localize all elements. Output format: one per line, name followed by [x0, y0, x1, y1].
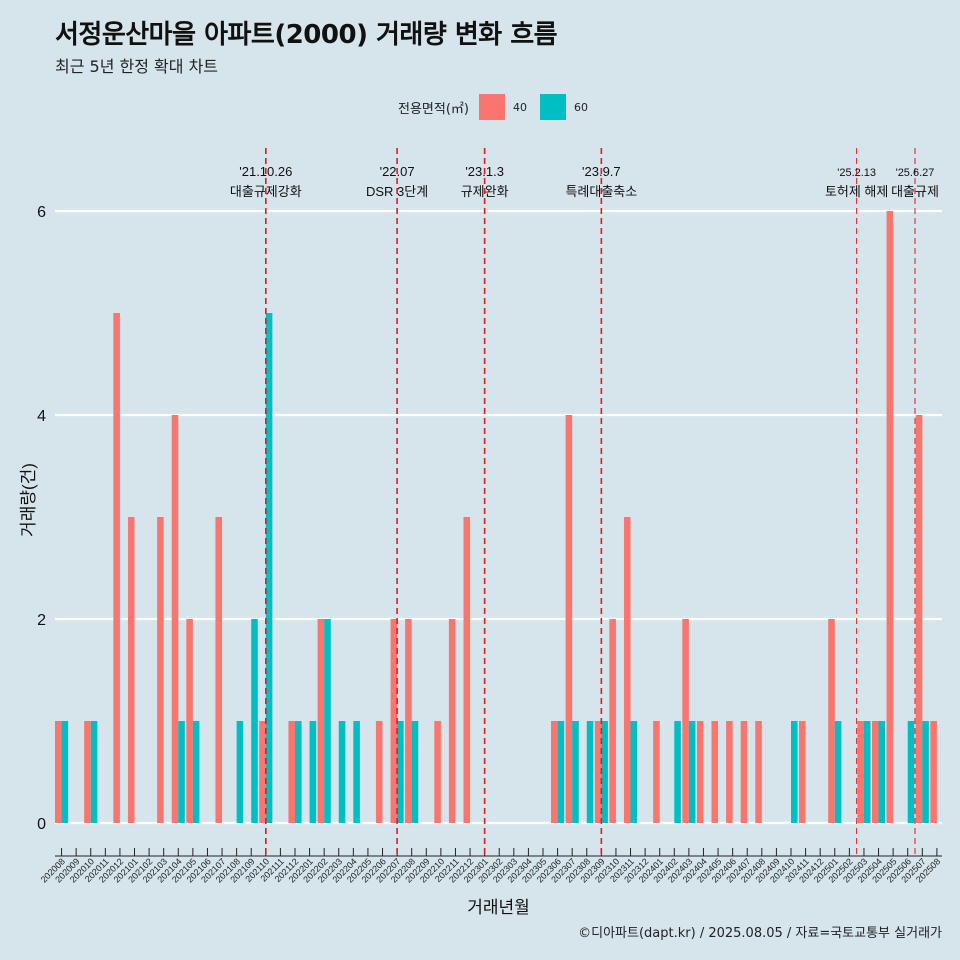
bar-40-202403 — [682, 619, 689, 823]
bar-40-202408 — [755, 721, 762, 823]
event-date-3: '23.9.7 — [582, 164, 621, 179]
bar-40-202501 — [828, 619, 835, 823]
event-label-1: DSR 3단계 — [366, 184, 428, 199]
bar-60-202202 — [324, 619, 331, 823]
legend-title: 전용면적(㎡) — [398, 101, 469, 117]
bar-40-202311 — [623, 517, 631, 823]
legend-label-40: 40 — [512, 100, 527, 114]
bar-40-202411 — [799, 721, 806, 823]
bar-40-202206 — [375, 721, 383, 823]
bar-40-202110 — [259, 721, 266, 823]
bar-40-202407 — [740, 721, 748, 823]
bar-60-202507 — [922, 721, 929, 823]
y-axis-title: 거래량(건) — [19, 463, 38, 537]
bar-40-202505 — [886, 211, 894, 823]
bar-60-202104 — [178, 721, 185, 823]
bar-40-202508 — [930, 721, 937, 823]
bar-60-202010 — [90, 721, 98, 823]
event-label-3: 특례대출축소 — [565, 184, 637, 199]
bar-60-202008 — [61, 721, 69, 823]
bar-40-202104 — [171, 415, 179, 823]
bar-60-202110 — [265, 313, 273, 823]
legend-label-60: 60 — [573, 100, 588, 114]
y-tick-label: 2 — [37, 612, 46, 629]
x-axis-title: 거래년월 — [467, 898, 530, 917]
bar-40-202306 — [551, 721, 558, 823]
bar-40-202112 — [288, 721, 295, 823]
event-date-4: '25.2.13 — [837, 167, 876, 179]
bar-40-202211 — [448, 619, 456, 823]
bar-60-202403 — [688, 721, 696, 823]
legend: 전용면적(㎡) 40 60 — [398, 93, 601, 121]
y-tick-label: 4 — [37, 408, 46, 425]
chart-title: 서정운산마을 아파트(2000) 거래량 변화 흐름 — [55, 20, 558, 50]
bar-40-202401 — [653, 721, 660, 823]
bar-40-202105 — [186, 619, 193, 823]
bar-60-202112 — [294, 721, 302, 823]
bar-60-202201 — [309, 721, 317, 823]
bar-40-202208 — [405, 619, 412, 823]
bar-60-202311 — [630, 721, 638, 823]
bar-60-202506 — [907, 721, 915, 823]
event-date-2: '23.1.3 — [465, 164, 504, 179]
bar-60-202501 — [834, 721, 842, 823]
event-date-5: '25.6.27 — [896, 167, 935, 179]
bar-60-202402 — [674, 721, 681, 823]
y-tick-label: 6 — [37, 204, 46, 221]
bar-60-202105 — [192, 721, 200, 823]
bar-40-202012 — [113, 313, 120, 823]
bar-40-202504 — [871, 721, 879, 823]
bar-40-202406 — [726, 721, 733, 823]
event-date-0: '21.10.26 — [239, 164, 292, 179]
bar-40-202212 — [463, 517, 471, 823]
legend-key-40 — [478, 94, 505, 120]
event-label-4: 토허제 해제 — [825, 184, 888, 199]
event-label-5: 대출규제 — [891, 184, 939, 199]
bar-40-202010 — [84, 721, 91, 823]
bar-60-202410 — [791, 721, 798, 823]
bar-60-202308 — [586, 721, 594, 823]
event-date-1: '22.07 — [380, 164, 415, 179]
bar-60-202204 — [353, 721, 360, 823]
bar-60-202207 — [397, 721, 404, 823]
bar-60-202307 — [572, 721, 579, 823]
bar-40-202507 — [915, 415, 923, 823]
bar-40-202503 — [857, 721, 864, 823]
bar-60-202208 — [411, 721, 419, 823]
bar-40-202101 — [127, 517, 135, 823]
bar-60-202309 — [601, 721, 608, 823]
bar-40-202210 — [434, 721, 441, 823]
bar-60-202203 — [338, 721, 346, 823]
event-label-2: 규제완화 — [461, 184, 509, 199]
bar-40-202103 — [157, 517, 164, 823]
bar-40-202107 — [215, 517, 223, 823]
caption: ©디아파트(dapt.kr) / 2025.08.05 / 자료=국토교통부 실… — [578, 926, 942, 941]
bar-60-202503 — [863, 721, 871, 823]
bar-40-202307 — [565, 415, 573, 823]
bar-40-202008 — [55, 721, 62, 823]
y-tick-label: 0 — [37, 816, 46, 833]
bar-40-202309 — [594, 721, 602, 823]
legend-key-60 — [539, 94, 566, 120]
chart-subtitle: 최근 5년 한정 확대 차트 — [55, 57, 219, 76]
bar-40-202202 — [317, 619, 325, 823]
bar-40-202404 — [696, 721, 704, 823]
bar-60-202504 — [878, 721, 886, 823]
bar-60-202306 — [557, 721, 565, 823]
bar-40-202207 — [390, 619, 398, 823]
bar-40-202405 — [711, 721, 719, 823]
bar-40-202310 — [609, 619, 616, 823]
bar-60-202109 — [251, 619, 258, 823]
bar-60-202108 — [236, 721, 244, 823]
event-label-0: 대출규제강화 — [230, 184, 302, 199]
